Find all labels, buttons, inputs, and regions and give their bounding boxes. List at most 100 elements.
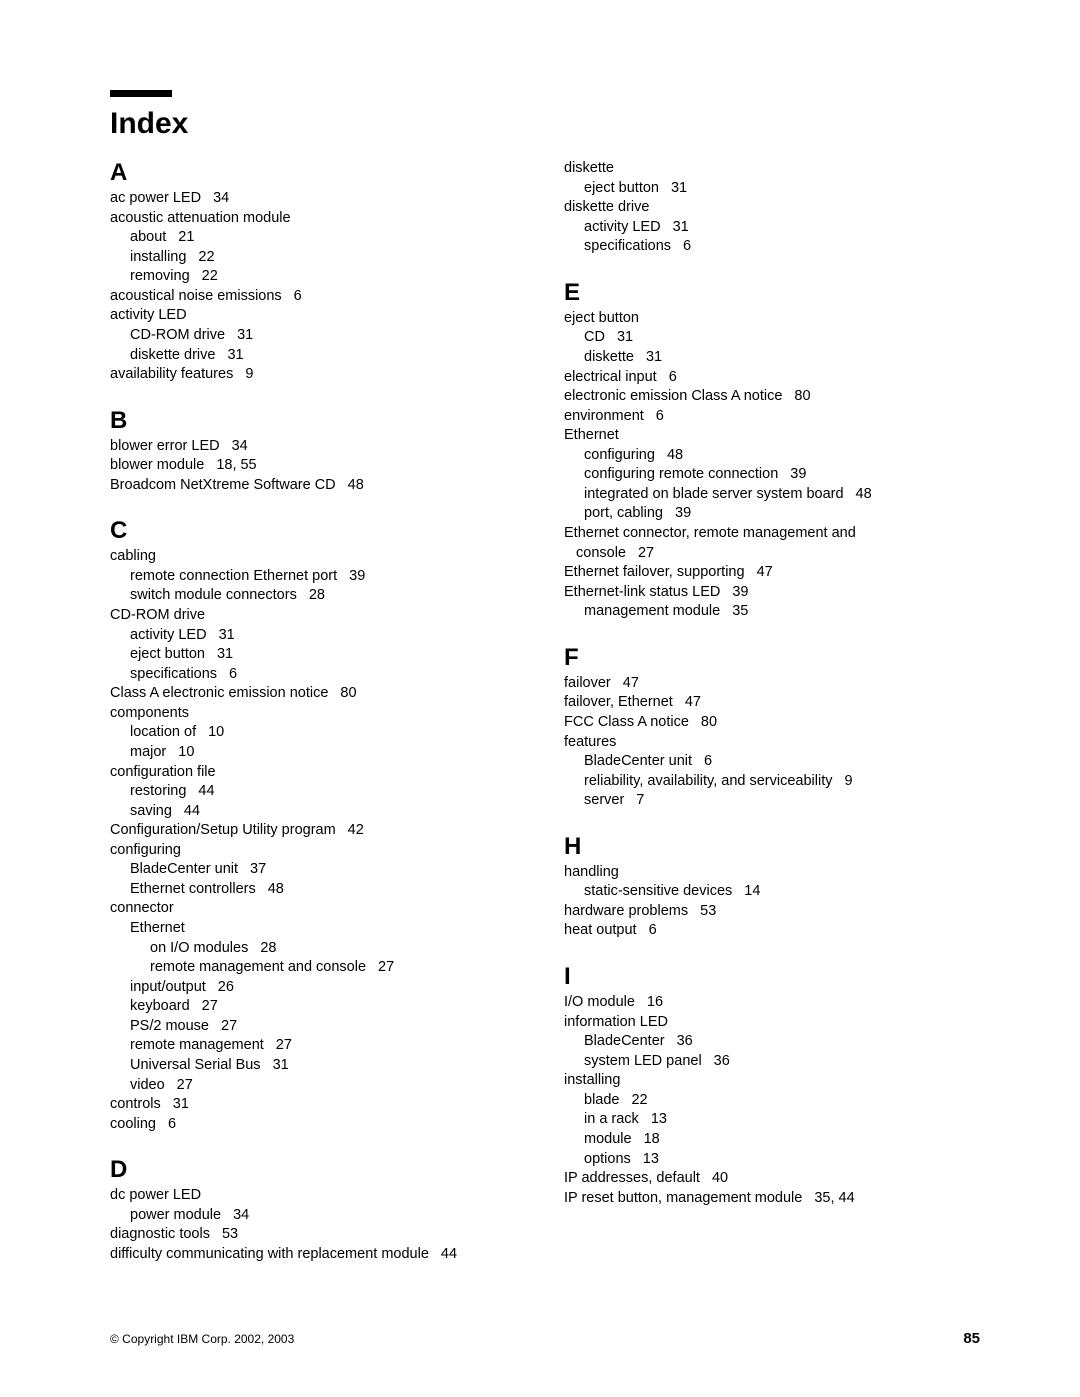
- entry-text: Broadcom NetXtreme Software CD: [110, 477, 336, 493]
- entry-text: CD: [584, 329, 605, 345]
- index-entry: electrical input6: [564, 368, 980, 388]
- entry-pages: 35, 44: [814, 1190, 854, 1206]
- index-entry: in a rack 13: [564, 1110, 980, 1130]
- entry-text: controls: [110, 1096, 161, 1112]
- entry-pages: 27: [221, 1018, 237, 1034]
- index-entry: configuring: [110, 841, 526, 861]
- entry-pages: 36: [677, 1033, 693, 1049]
- entry-text: integrated on blade server system board: [584, 486, 844, 502]
- copyright-text: © Copyright IBM Corp. 2002, 2003: [110, 1332, 294, 1346]
- entry-pages: 39: [790, 466, 806, 482]
- entry-text: Class A electronic emission notice: [110, 685, 328, 701]
- index-entry: major10: [110, 743, 526, 763]
- index-column-left: Aac power LED34acoustic attenuation modu…: [110, 159, 526, 1286]
- index-entry: failover, Ethernet47: [564, 693, 980, 713]
- index-entry: CD31: [564, 328, 980, 348]
- index-entry: diskette: [564, 159, 980, 179]
- index-entry: static-sensitive devices14: [564, 882, 980, 902]
- entry-text: console: [576, 545, 626, 561]
- index-entry: blower error LED 34: [110, 437, 526, 457]
- index-entry: controls 31: [110, 1095, 526, 1115]
- entry-text: blower error LED: [110, 438, 220, 454]
- entry-text: Universal Serial Bus: [130, 1057, 261, 1073]
- index-entry: integrated on blade server system board 4…: [564, 485, 980, 505]
- entry-pages: 34: [232, 438, 248, 454]
- entry-text: activity LED: [584, 219, 661, 235]
- entry-text: failover: [564, 675, 611, 691]
- entry-text: Ethernet connector, remote management an…: [564, 525, 856, 541]
- entry-pages: 6: [168, 1116, 176, 1132]
- index-entry: about21: [110, 228, 526, 248]
- index-entry: activity LED: [110, 306, 526, 326]
- entry-text: diskette: [564, 160, 614, 176]
- entry-pages: 48: [856, 486, 872, 502]
- index-entry: PS/2 mouse27: [110, 1017, 526, 1037]
- index-entry: BladeCenter36: [564, 1032, 980, 1052]
- entry-text: video: [130, 1077, 165, 1093]
- index-entry: Universal Serial Bus31: [110, 1056, 526, 1076]
- entry-text: specifications: [584, 238, 671, 254]
- entry-pages: 31: [646, 349, 662, 365]
- index-section: Ffailover47failover, Ethernet47FCC Class…: [564, 644, 980, 811]
- entry-text: availability features: [110, 366, 233, 382]
- entry-pages: 7: [636, 792, 644, 808]
- entry-text: FCC Class A notice: [564, 714, 689, 730]
- entry-text: configuration file: [110, 764, 216, 780]
- entry-pages: 6: [669, 369, 677, 385]
- entry-pages: 31: [671, 180, 687, 196]
- index-entry: eject button31: [110, 645, 526, 665]
- entry-text: options: [584, 1151, 631, 1167]
- index-entry: eject button: [564, 309, 980, 329]
- index-entry: cabling: [110, 547, 526, 567]
- entry-pages: 44: [441, 1246, 457, 1262]
- entry-text: diskette: [584, 349, 634, 365]
- index-entry: specifications6: [110, 665, 526, 685]
- index-entry: configuring48: [564, 446, 980, 466]
- entry-pages: 6: [656, 408, 664, 424]
- index-entry: BladeCenter unit37: [110, 860, 526, 880]
- entry-pages: 6: [229, 666, 237, 682]
- index-entry: dc power LED: [110, 1186, 526, 1206]
- index-section: II/O module16information LEDBladeCenter3…: [564, 963, 980, 1208]
- section-letter: I: [564, 963, 980, 991]
- index-entry: electronic emission Class A notice80: [564, 387, 980, 407]
- index-entry: configuring remote connection39: [564, 465, 980, 485]
- entry-text: module: [584, 1131, 632, 1147]
- entry-pages: 39: [675, 505, 691, 521]
- index-entry: blade22: [564, 1091, 980, 1111]
- entry-text: in a rack: [584, 1111, 639, 1127]
- entry-text: electronic emission Class A notice: [564, 388, 782, 404]
- entry-pages: 44: [184, 803, 200, 819]
- index-entry: Class A electronic emission notice 80: [110, 684, 526, 704]
- index-entry: installing22: [110, 248, 526, 268]
- entry-text: activity LED: [110, 307, 187, 323]
- index-entry: handling: [564, 863, 980, 883]
- entry-text: configuring: [584, 447, 655, 463]
- index-entry: port, cabling39: [564, 504, 980, 524]
- entry-pages: 9: [245, 366, 253, 382]
- index-section: disketteeject button31diskette driveacti…: [564, 159, 980, 257]
- index-entry: activity LED31: [564, 218, 980, 238]
- index-entry: specifications6: [564, 237, 980, 257]
- entry-pages: 80: [340, 685, 356, 701]
- index-entry: Configuration/Setup Utility program42: [110, 821, 526, 841]
- index-entry: components: [110, 704, 526, 724]
- section-letter: E: [564, 279, 980, 307]
- entry-text: management module: [584, 603, 720, 619]
- entry-pages: 13: [651, 1111, 667, 1127]
- index-entry: Ethernet: [110, 919, 526, 939]
- entry-text: eject button: [564, 310, 639, 326]
- entry-pages: 13: [643, 1151, 659, 1167]
- entry-pages: 31: [173, 1096, 189, 1112]
- index-entry: FCC Class A notice80: [564, 713, 980, 733]
- index-entry: management module35: [564, 602, 980, 622]
- entry-text: IP reset button, management module: [564, 1190, 802, 1206]
- index-entry: Ethernet failover, supporting47: [564, 563, 980, 583]
- entry-pages: 31: [219, 627, 235, 643]
- entry-text: eject button: [130, 646, 205, 662]
- index-entry: difficulty communicating with replacemen…: [110, 1245, 526, 1265]
- entry-pages: 36: [714, 1053, 730, 1069]
- index-entry: switch module connectors28: [110, 586, 526, 606]
- entry-text: difficulty communicating with replacemen…: [110, 1246, 429, 1262]
- index-entry: diagnostic tools53: [110, 1225, 526, 1245]
